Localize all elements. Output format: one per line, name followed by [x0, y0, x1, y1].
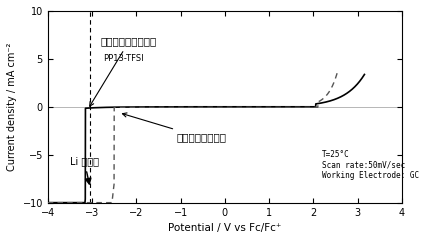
- Text: Li の電圧: Li の電圧: [70, 156, 98, 184]
- Text: 本開発のイオン液体: 本開発のイオン液体: [89, 36, 157, 106]
- Text: T=25°C
Scan rate:50mV/sec
Working Electrode: GC: T=25°C Scan rate:50mV/sec Working Electr…: [322, 150, 418, 180]
- Text: 従来のイオン液体: 従来のイオン液体: [122, 113, 226, 142]
- X-axis label: Potential / V vs Fc/Fc⁺: Potential / V vs Fc/Fc⁺: [168, 223, 281, 233]
- Text: PP13-TFSI: PP13-TFSI: [103, 54, 143, 63]
- Y-axis label: Current density / mA cm⁻²: Current density / mA cm⁻²: [7, 43, 17, 171]
